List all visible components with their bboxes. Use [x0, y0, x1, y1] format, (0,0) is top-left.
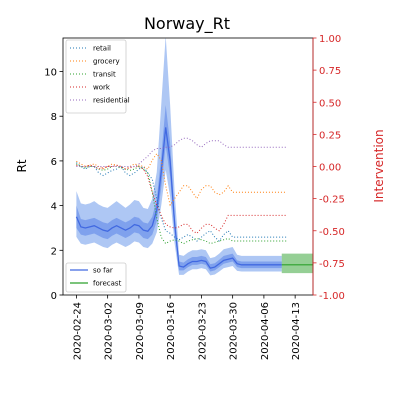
y2-tick-label: -0.50 — [319, 227, 345, 238]
x-tick-label: 2020-04-13 — [291, 302, 302, 360]
intervention-line-transit — [76, 163, 287, 245]
x-tick-label: 2020-03-30 — [229, 302, 240, 360]
forecast-interval-band — [281, 253, 313, 274]
chart-title: Norway_Rt — [144, 14, 230, 34]
legend-label-so-far: so far — [93, 267, 113, 275]
x-tick-label: 2020-02-24 — [72, 302, 83, 360]
y2-tick-label: 1.00 — [319, 34, 341, 45]
y-tick-label: 6 — [51, 157, 57, 168]
y2-tick-label: -1.00 — [319, 291, 345, 302]
rt-so-far-line — [75, 127, 282, 269]
legend-label-transit: transit — [93, 71, 116, 79]
x-tick-label: 2020-03-16 — [166, 302, 177, 360]
intervention-line-residential — [76, 137, 287, 167]
x-tick-label: 2020-03-09 — [135, 302, 146, 360]
y2-tick-label: 0.00 — [319, 163, 341, 174]
y-tick-label: 10 — [44, 68, 57, 79]
rt-outer-interval-band — [76, 38, 282, 276]
y2-axis-label: Intervention — [372, 129, 386, 202]
rt-inner-interval-band — [76, 105, 282, 272]
y-tick-label: 4 — [51, 202, 57, 213]
x-tick-label: 2020-03-23 — [197, 302, 208, 360]
x-tick-label: 2020-03-02 — [104, 302, 115, 360]
y-axis-label: Rt — [15, 159, 29, 172]
legend-label-retail: retail — [93, 45, 111, 53]
legend-label-work: work — [93, 84, 111, 92]
legend-label-grocery: grocery — [93, 58, 120, 66]
plot-layer: 0 2 4 6 8 10 -1.00 -0.75 -0.50 -0.25 0.00 0.25 0.50 0… — [44, 34, 345, 360]
y-tick-label: 2 — [51, 246, 57, 257]
y-tick-label: 8 — [51, 112, 57, 123]
y2-tick-label: 0.75 — [319, 66, 341, 77]
intervention-line-grocery — [76, 152, 287, 207]
y2-tick-label: 0.50 — [319, 98, 341, 109]
y2-tick-label: 0.25 — [319, 130, 341, 141]
legend-label-forecast: forecast — [93, 280, 122, 288]
y2-tick-label: -0.75 — [319, 259, 345, 270]
y-tick-label: 0 — [51, 291, 57, 302]
x-tick-label: 2020-04-06 — [260, 302, 271, 360]
intervention-line-work — [76, 164, 287, 234]
data-area — [75, 38, 313, 276]
legend-interventions-box — [65, 39, 127, 114]
legend-label-residential: residential — [93, 97, 130, 105]
y2-tick-label: -0.25 — [319, 195, 345, 206]
